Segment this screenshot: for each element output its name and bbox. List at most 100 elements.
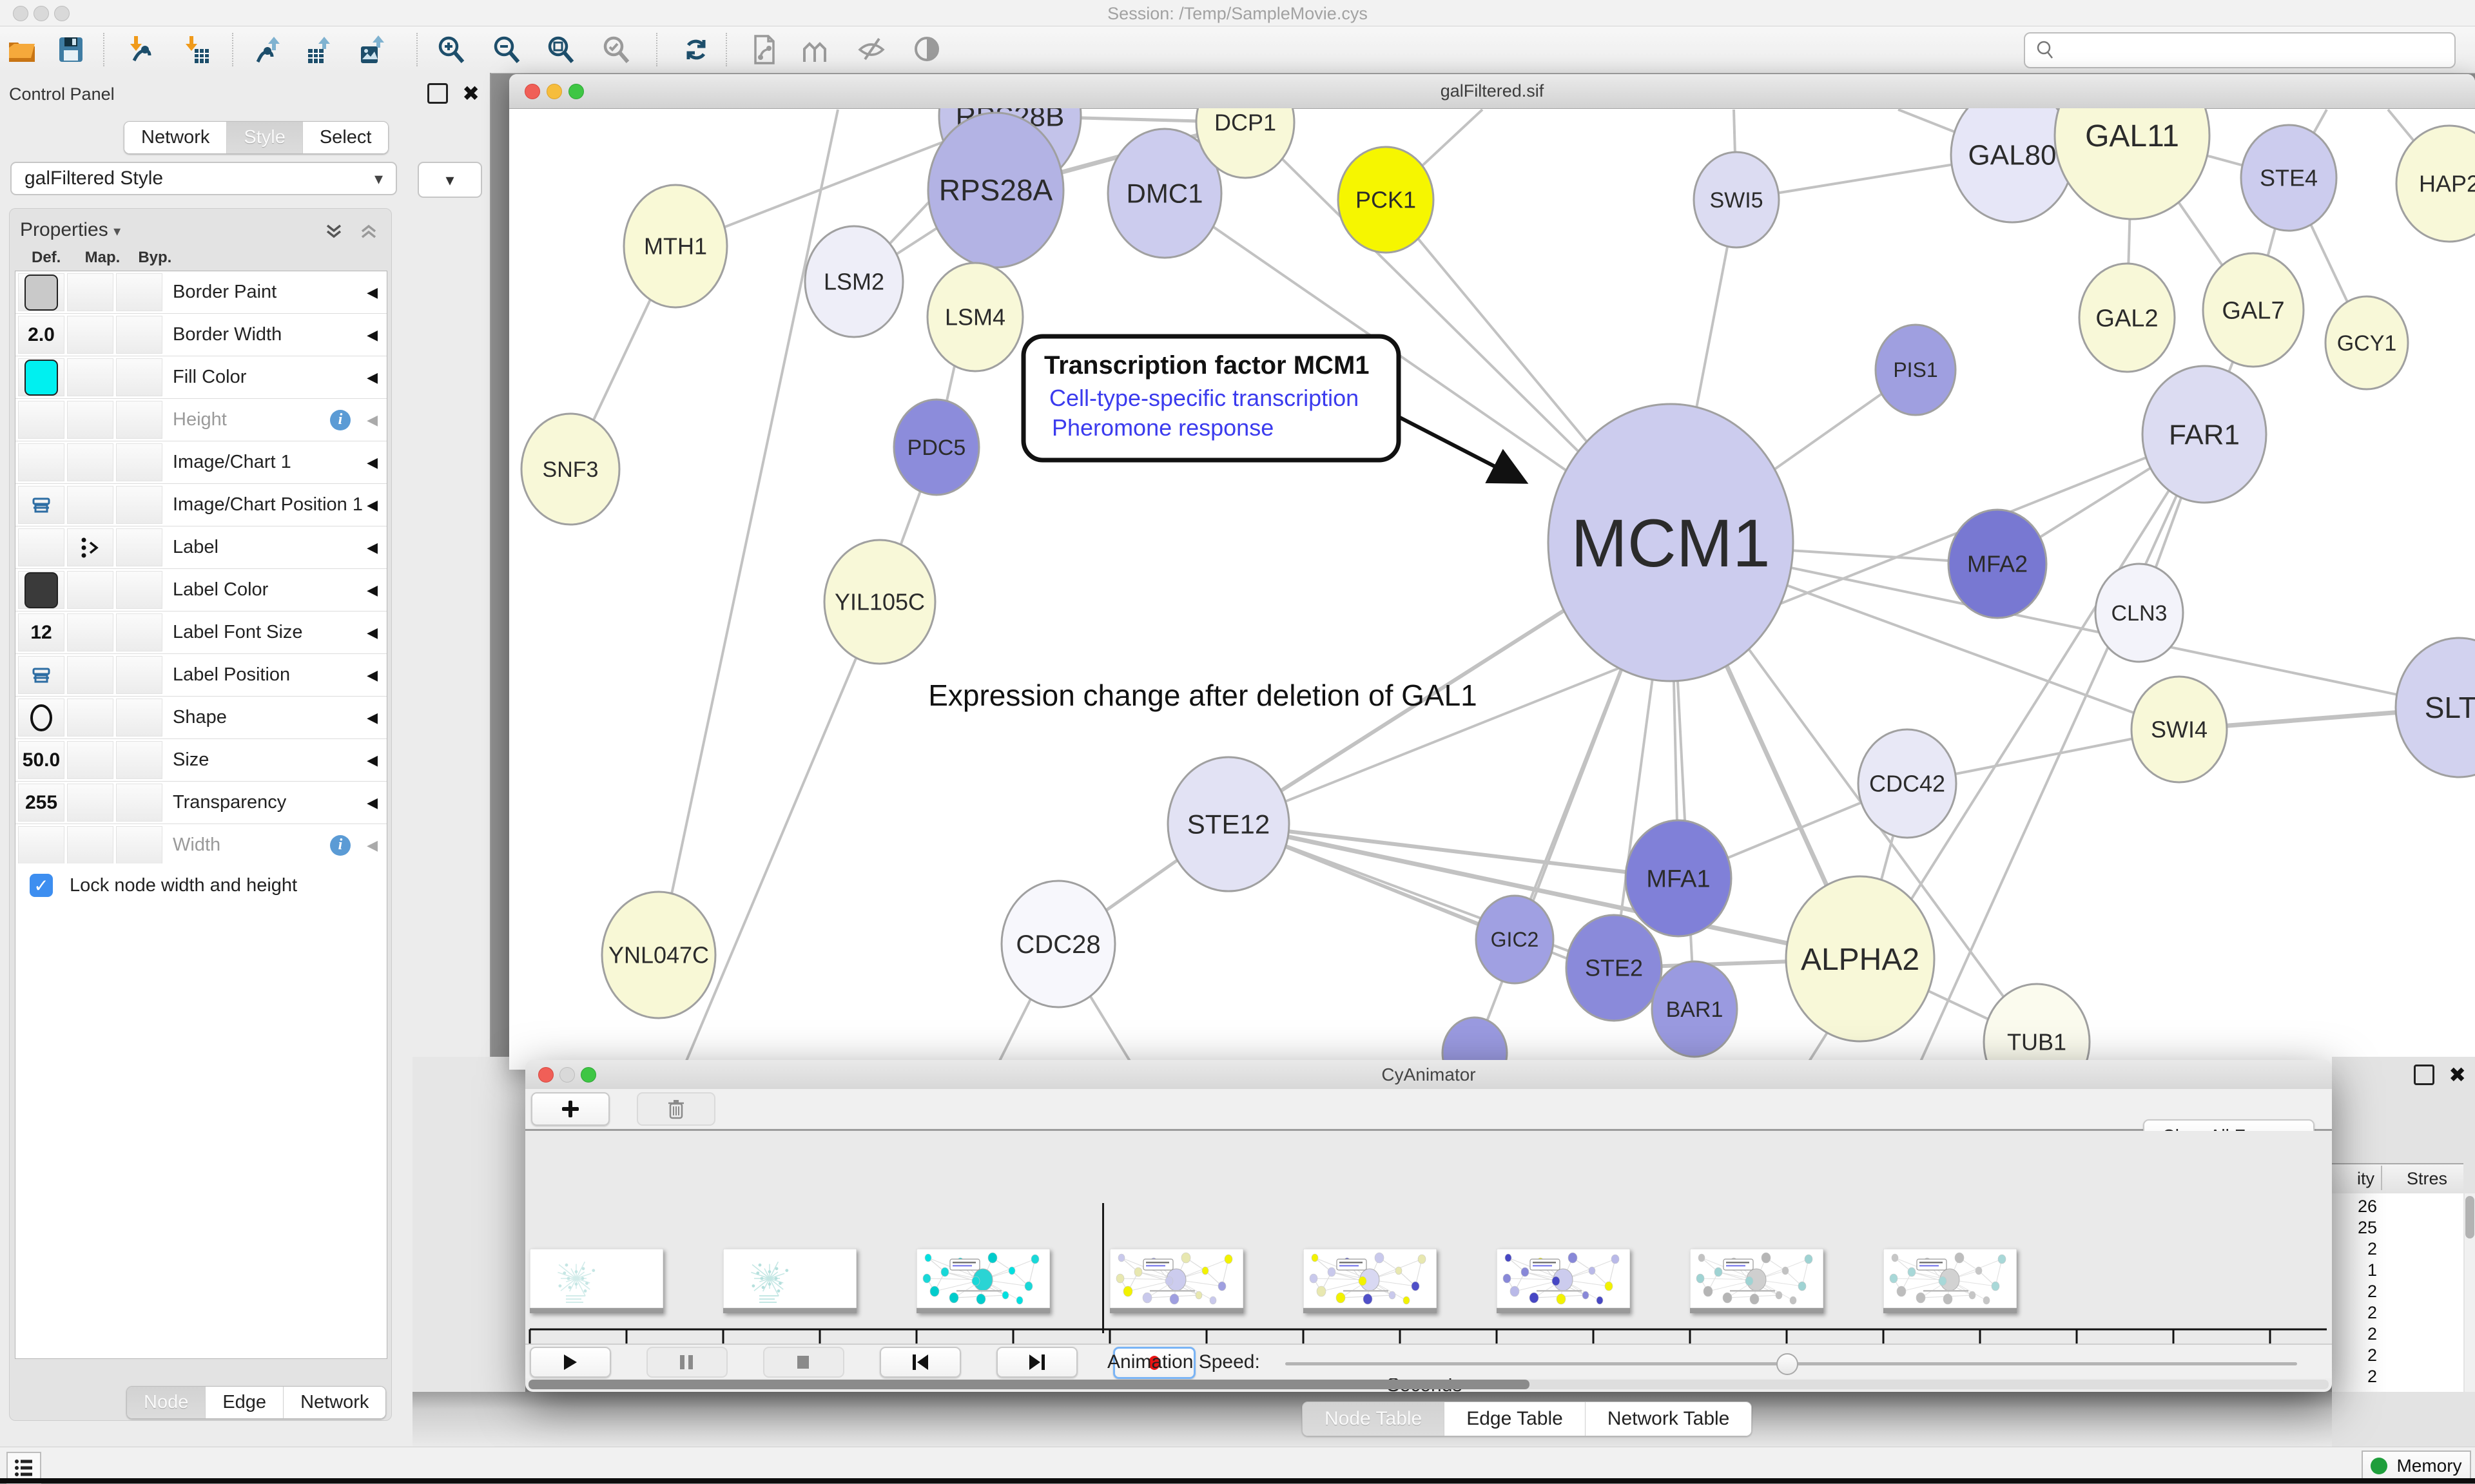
expand-row-icon[interactable]: ◀ [367,666,378,683]
property-row-label-position[interactable]: Label Position ◀ [15,654,387,697]
export-image-icon[interactable] [356,32,389,68]
bypass-cell[interactable] [116,486,162,524]
network-node-STE12[interactable] [1167,756,1290,892]
default-value-cell[interactable]: 12 [18,613,64,651]
network-node-PDC5[interactable] [893,398,980,496]
network-node-NODE_B[interactable] [1441,1016,1508,1070]
bypass-cell[interactable] [116,358,162,396]
network-node-SNF3[interactable] [520,412,621,526]
zoom-window-button[interactable] [54,6,70,21]
bypass-cell[interactable] [116,571,162,609]
network-node-DCP1[interactable] [1195,108,1296,179]
skip-end-button[interactable] [996,1347,1078,1378]
mapping-cell[interactable] [67,656,113,694]
scrollbar-thumb[interactable] [2465,1196,2474,1238]
default-value-cell[interactable]: 255 [18,784,64,822]
network-edge[interactable] [1228,822,1861,961]
bypass-cell[interactable] [116,741,162,779]
default-value-cell[interactable] [18,528,64,566]
mapping-cell[interactable] [67,571,113,609]
scrollbar-thumb[interactable] [529,1380,1529,1389]
close-window-button[interactable] [538,1067,554,1083]
expand-all-icon[interactable] [323,220,345,242]
style-options-button[interactable]: ▾ [418,162,482,198]
zoom-window-button[interactable] [581,1067,596,1083]
network-canvas[interactable]: RPS28BMTH1RPS28ADMC1DCP1PCK1SWI5GAL80GAL… [509,108,2475,1070]
timeline-playhead[interactable] [1102,1203,1104,1333]
expand-row-icon[interactable]: ◀ [367,496,378,513]
table-cell-value[interactable]: 2 [2367,1345,2377,1365]
network-node-LSM4[interactable] [926,262,1024,372]
close-window-button[interactable] [13,6,28,21]
search-field[interactable] [2024,32,2456,68]
bypass-cell[interactable] [116,273,162,311]
network-node-MFA1[interactable] [1624,819,1732,938]
export-network-icon[interactable] [253,32,286,68]
frame-thumbnail-3s[interactable] [1109,1248,1244,1313]
table-cell-value[interactable]: 1 [2367,1260,2377,1280]
memory-button[interactable]: Memory [2362,1450,2471,1481]
tab-node-table[interactable]: Node Table [1303,1402,1445,1436]
play-button[interactable] [530,1347,611,1378]
import-network-icon[interactable] [124,32,157,68]
network-edge[interactable] [1916,434,2206,1069]
network-edge[interactable] [682,601,881,1069]
network-node-CDC28[interactable] [1000,880,1116,1008]
default-value-cell[interactable] [18,401,64,439]
expand-row-icon[interactable]: ◀ [367,794,378,811]
annotation-box[interactable] [1021,334,1401,463]
property-row-image-chart-position-1[interactable]: Image/Chart Position 1 ◀ [15,484,387,526]
table-cell-value[interactable]: 2 [2367,1239,2377,1258]
minimize-window-button[interactable] [547,84,562,99]
column-divider[interactable] [2381,1166,2382,1190]
network-edge[interactable] [1670,541,2460,709]
network-node-GAL11[interactable] [2053,108,2211,220]
close-panel-icon[interactable]: ✖ [2449,1063,2466,1086]
frame-thumbnail-5s[interactable] [1496,1248,1631,1313]
frame-thumbnail-0s[interactable] [529,1248,664,1313]
expand-row-icon[interactable]: ◀ [367,624,378,641]
zoom-window-button[interactable] [568,84,584,99]
bypass-cell[interactable] [116,316,162,354]
mapping-cell[interactable] [67,486,113,524]
network-node-GAL7[interactable] [2202,252,2305,368]
expand-row-icon[interactable]: ◀ [367,411,378,428]
network-node-STE2[interactable] [1565,914,1663,1022]
default-value-cell[interactable] [18,571,64,609]
skip-start-button[interactable] [880,1347,961,1378]
tab-node[interactable]: Node [127,1387,206,1418]
property-row-size[interactable]: 50.0 Size ◀ [15,739,387,782]
stop-button[interactable] [763,1347,844,1378]
default-value-cell[interactable]: 2.0 [18,316,64,354]
expand-row-icon[interactable]: ◀ [367,539,378,555]
table-cell-value[interactable]: 2 [2367,1282,2377,1301]
network-node-CLN3[interactable] [2094,563,2184,663]
float-panel-icon[interactable] [427,83,449,104]
column-header-stress[interactable]: Stres [2407,1169,2448,1188]
table-cell-value[interactable]: 2 [2367,1324,2377,1344]
bypass-cell[interactable] [116,784,162,822]
first-neighbors-icon[interactable] [799,32,833,68]
table-vertical-scrollbar[interactable] [2465,1193,2475,1392]
network-window-titlebar[interactable]: galFiltered.sif [509,74,2475,109]
zoom-fit-icon[interactable] [544,32,578,68]
network-node-ALPHA2[interactable] [1785,875,1936,1043]
frame-thumbnail-1s[interactable] [723,1248,857,1313]
property-row-label-color[interactable]: Label Color ◀ [15,569,387,612]
tab-edge-table[interactable]: Edge Table [1444,1402,1586,1436]
open-folder-icon[interactable] [5,32,39,68]
record-button[interactable] [1113,1347,1196,1379]
property-row-image-chart-1[interactable]: Image/Chart 1 ◀ [15,441,387,484]
bypass-cell[interactable] [116,401,162,439]
timeline-horizontal-scrollbar[interactable] [529,1380,2329,1389]
property-row-height[interactable]: Height i ◀ [15,399,387,441]
mapping-cell[interactable] [67,528,113,566]
mapping-cell[interactable] [67,401,113,439]
cyanimator-titlebar[interactable]: CyAnimator [525,1060,2332,1090]
show-contrast-icon[interactable] [910,32,944,68]
save-icon[interactable] [54,32,88,68]
mapping-cell[interactable] [67,784,113,822]
export-table-icon[interactable] [303,32,336,68]
properties-header[interactable]: Properties ▾ [20,219,121,240]
default-value-cell[interactable]: 50.0 [18,741,64,779]
